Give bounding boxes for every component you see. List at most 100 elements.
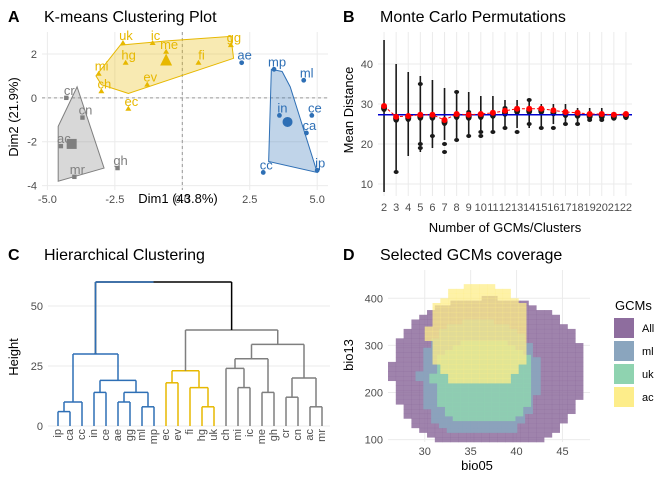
coverage-cell <box>432 326 441 332</box>
coverage-cell <box>559 399 568 405</box>
outlier-point <box>417 82 423 86</box>
point-label: me <box>160 37 178 52</box>
coverage-cell <box>544 413 553 419</box>
coverage-cell <box>432 302 441 308</box>
coverage-cell <box>437 383 446 389</box>
outlier-point <box>429 134 435 138</box>
coverage-cell <box>432 321 441 327</box>
outlier-point <box>514 130 520 134</box>
coverage-cell <box>487 321 496 327</box>
coverage-cell <box>471 298 480 304</box>
leaf-label: ic <box>244 429 256 437</box>
coverage-cell <box>432 350 441 356</box>
coverage-cell <box>559 385 568 391</box>
coverage-cell <box>476 411 485 417</box>
coverage-cell <box>510 350 519 356</box>
coverage-cell <box>403 390 412 396</box>
x-tick-label: 0.0 <box>175 194 190 206</box>
coverage-cell <box>491 416 500 422</box>
coverage-cell <box>419 338 428 344</box>
coverage-cell <box>567 390 576 396</box>
coverage-cell <box>483 387 493 393</box>
coverage-cell <box>479 331 488 337</box>
coverage-cell <box>551 404 560 410</box>
coverage-cell <box>510 354 519 360</box>
leaf-label: mi <box>232 429 244 441</box>
coverage-cell <box>544 347 553 353</box>
coverage-cell <box>528 333 537 339</box>
coverage-cell <box>423 347 432 353</box>
leaf-label: gg <box>124 429 136 441</box>
coverage-cell <box>494 317 504 323</box>
coverage-cell <box>423 394 432 400</box>
x-tick-label: 9 <box>466 202 472 214</box>
coverage-cell <box>510 345 519 351</box>
coverage-cell <box>455 340 465 346</box>
coverage-cell <box>403 385 412 391</box>
coverage-cell <box>431 390 440 396</box>
legend-swatch-ac <box>614 387 634 407</box>
coverage-cell <box>438 418 448 424</box>
coverage-cell <box>468 401 477 407</box>
outlier-point <box>538 126 544 130</box>
x-tick-label: 16 <box>547 202 559 214</box>
coverage-cell <box>431 385 440 391</box>
data-point <box>80 115 85 120</box>
coverage-cell <box>515 392 524 398</box>
leaf-label: ac <box>304 429 316 441</box>
coverage-cell <box>411 366 420 372</box>
data-point <box>301 77 307 83</box>
coverage-cell <box>403 338 412 344</box>
coverage-cell <box>497 437 506 443</box>
coverage-cell <box>460 392 469 398</box>
coverage-cell <box>438 413 448 419</box>
coverage-cell <box>536 338 545 344</box>
x-tick-label: 6 <box>429 202 435 214</box>
coverage-cell <box>536 347 545 353</box>
coverage-cell <box>494 345 504 351</box>
leaf-label: cc <box>76 429 88 441</box>
coverage-cell <box>551 418 560 424</box>
coverage-cell <box>476 392 485 398</box>
outlier-point <box>599 118 605 122</box>
coverage-cell <box>466 432 475 438</box>
coverage-cell <box>463 302 472 308</box>
coverage-cell <box>444 401 454 407</box>
coverage-cell <box>518 350 527 356</box>
coverage-cell <box>575 390 584 396</box>
coverage-cell <box>522 373 532 379</box>
coverage-cell <box>455 288 465 294</box>
mean-point <box>477 111 484 117</box>
coverage-cell <box>471 335 480 341</box>
coverage-cell <box>423 366 432 372</box>
coverage-cell <box>544 366 553 372</box>
coverage-cell <box>395 394 404 400</box>
coverage-cell <box>544 352 553 358</box>
coverage-cell <box>536 319 545 325</box>
leaf-label: ip <box>52 429 64 438</box>
coverage-cell <box>515 383 524 389</box>
outlier-point <box>442 150 448 154</box>
coverage-cell <box>524 409 533 415</box>
coverage-cell <box>440 354 449 360</box>
coverage-cell <box>432 354 441 360</box>
coverage-cell <box>455 317 465 323</box>
coverage-cell <box>544 427 553 433</box>
coverage-cell <box>528 314 537 320</box>
coverage-cell <box>485 427 494 433</box>
panel-a: A K-means Clustering Plot -5.0 -2.5 0.0 2.5… <box>6 9 328 206</box>
coverage-cell <box>440 331 449 337</box>
coverage-cell <box>448 331 457 337</box>
coverage-cell <box>440 302 449 308</box>
coverage-cell <box>536 310 545 316</box>
outlier-point <box>478 130 484 134</box>
coverage-cell <box>470 427 479 433</box>
coverage-cell <box>559 357 568 363</box>
coverage-cell <box>528 328 537 334</box>
coverage-cell <box>434 437 443 443</box>
mean-point <box>465 111 472 118</box>
coverage-cell <box>502 345 511 351</box>
coverage-cell <box>544 357 553 363</box>
